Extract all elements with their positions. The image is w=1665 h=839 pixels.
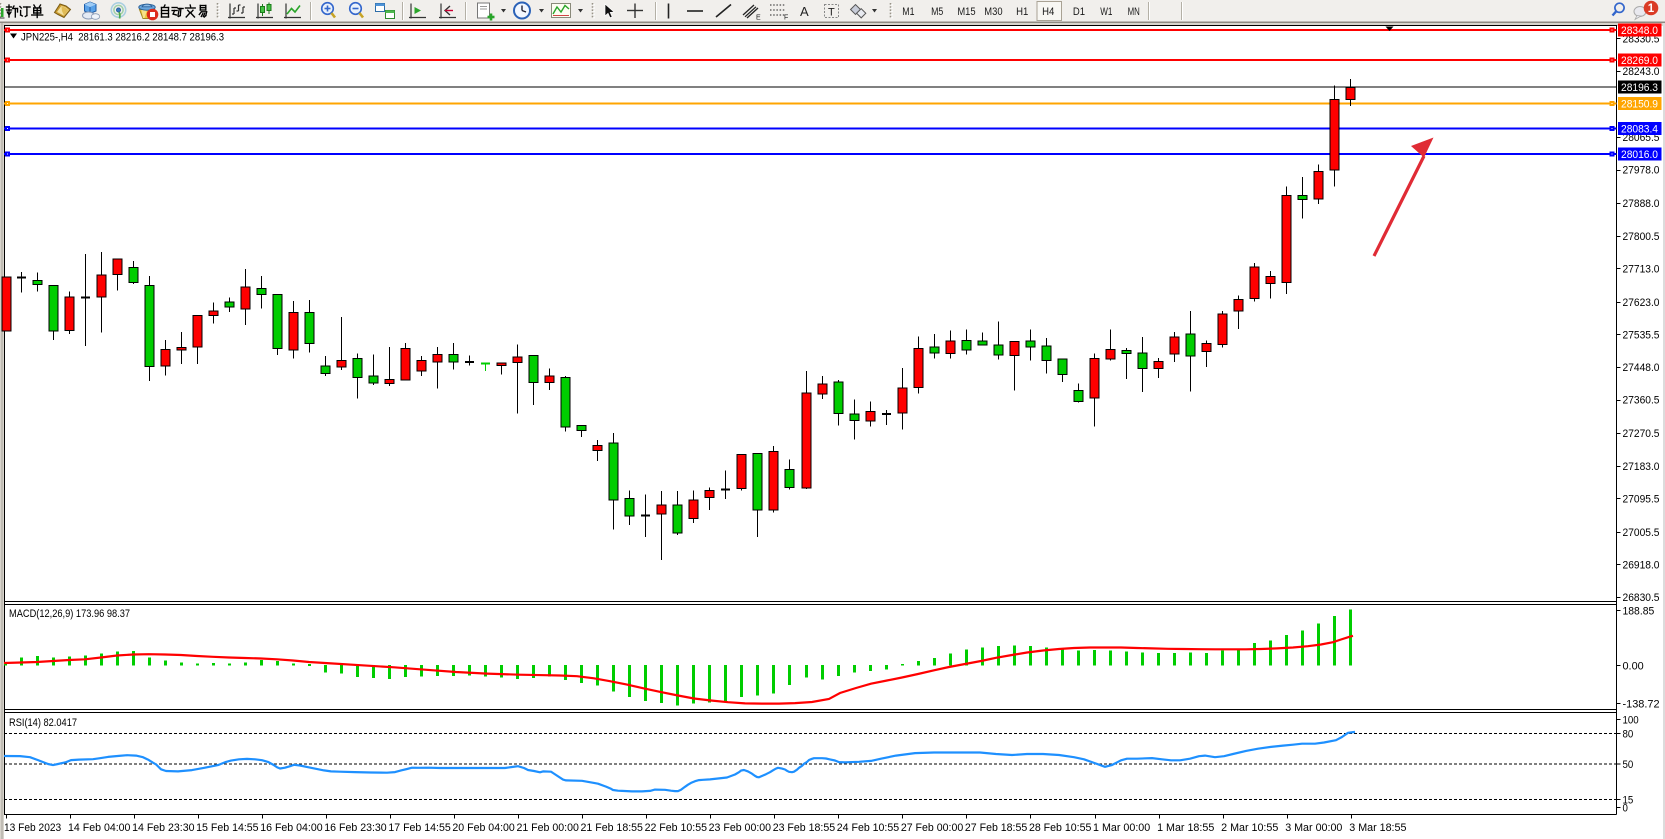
svg-text:27800.5: 27800.5 — [1623, 231, 1660, 243]
svg-text:27095.5: 27095.5 — [1623, 493, 1660, 505]
svg-text:24 Feb 10:55: 24 Feb 10:55 — [837, 822, 899, 834]
svg-text:27183.0: 27183.0 — [1623, 461, 1660, 473]
svg-text:27535.5: 27535.5 — [1623, 329, 1660, 341]
svg-text:16 Feb 04:00: 16 Feb 04:00 — [260, 822, 322, 834]
svg-text:15 Feb 14:55: 15 Feb 14:55 — [196, 822, 258, 834]
svg-text:A: A — [800, 4, 809, 19]
svg-text:22 Feb 10:55: 22 Feb 10:55 — [645, 822, 707, 834]
svg-text:28269.0: 28269.0 — [1621, 55, 1658, 67]
svg-text:MACD(12,26,9) 173.96 98.37: MACD(12,26,9) 173.96 98.37 — [9, 608, 130, 620]
svg-text:1: 1 — [1648, 3, 1655, 15]
svg-text:100: 100 — [1623, 715, 1639, 727]
svg-text:D1: D1 — [1073, 6, 1085, 18]
svg-text:23 Feb 18:55: 23 Feb 18:55 — [773, 822, 835, 834]
svg-text:16 Feb 23:30: 16 Feb 23:30 — [324, 822, 386, 834]
svg-text:27978.0: 27978.0 — [1623, 165, 1660, 177]
svg-text:0.00: 0.00 — [1623, 661, 1644, 673]
svg-text:27623.0: 27623.0 — [1623, 297, 1660, 309]
svg-text:3 Mar 18:55: 3 Mar 18:55 — [1349, 822, 1406, 834]
svg-text:2 Mar 10:55: 2 Mar 10:55 — [1221, 822, 1278, 834]
svg-text:80: 80 — [1623, 729, 1634, 741]
svg-text:1 Mar 00:00: 1 Mar 00:00 — [1093, 822, 1150, 834]
svg-text:28083.4: 28083.4 — [1621, 124, 1658, 136]
svg-text:26830.5: 26830.5 — [1623, 592, 1660, 604]
svg-text:MN: MN — [1128, 6, 1140, 18]
svg-text:W1: W1 — [1100, 6, 1112, 18]
svg-text:H1: H1 — [1016, 6, 1028, 18]
svg-text:21 Feb 18:55: 21 Feb 18:55 — [581, 822, 643, 834]
svg-text:28 Feb 10:55: 28 Feb 10:55 — [1029, 822, 1091, 834]
svg-text:H4: H4 — [1042, 6, 1054, 18]
svg-text:1 Mar 18:55: 1 Mar 18:55 — [1157, 822, 1214, 834]
svg-text:-138.72: -138.72 — [1623, 699, 1660, 711]
svg-text:188.85: 188.85 — [1623, 606, 1655, 618]
svg-text:27 Feb 18:55: 27 Feb 18:55 — [965, 822, 1027, 834]
svg-text:26918.0: 26918.0 — [1623, 559, 1660, 571]
svg-text:28150.9: 28150.9 — [1621, 99, 1658, 111]
svg-text:50: 50 — [1623, 759, 1634, 771]
svg-text:17 Feb 14:55: 17 Feb 14:55 — [388, 822, 450, 834]
svg-text:M30: M30 — [984, 6, 1002, 18]
svg-text:27888.0: 27888.0 — [1623, 198, 1660, 210]
svg-text:14 Feb 04:00: 14 Feb 04:00 — [68, 822, 130, 834]
svg-text:E: E — [756, 15, 761, 22]
svg-text:M1: M1 — [902, 6, 914, 18]
svg-text:27713.0: 27713.0 — [1623, 263, 1660, 275]
svg-text:27 Feb 00:00: 27 Feb 00:00 — [901, 822, 963, 834]
svg-text:28196.3: 28196.3 — [1621, 82, 1658, 94]
svg-text:28016.0: 28016.0 — [1621, 149, 1658, 161]
svg-text:27448.0: 27448.0 — [1623, 362, 1660, 374]
svg-text:JPN225-,H4 28161.3 28216.2 28: JPN225-,H4 28161.3 28216.2 28148.7 28196… — [21, 32, 224, 44]
svg-text:M5: M5 — [931, 6, 943, 18]
svg-text:F: F — [784, 15, 788, 22]
svg-text:RSI(14) 82.0417: RSI(14) 82.0417 — [9, 717, 77, 729]
svg-text:28348.0: 28348.0 — [1621, 25, 1658, 37]
svg-text:27270.5: 27270.5 — [1623, 428, 1660, 440]
svg-text:21 Feb 00:00: 21 Feb 00:00 — [516, 822, 578, 834]
svg-text:13 Feb 2023: 13 Feb 2023 — [4, 822, 61, 834]
svg-text:T: T — [828, 7, 835, 19]
svg-text:28243.0: 28243.0 — [1623, 66, 1660, 78]
svg-text:27360.5: 27360.5 — [1623, 395, 1660, 407]
svg-text:3 Mar 00:00: 3 Mar 00:00 — [1285, 822, 1342, 834]
svg-text:0: 0 — [1623, 803, 1628, 815]
svg-text:27005.5: 27005.5 — [1623, 527, 1660, 539]
svg-text:14 Feb 23:30: 14 Feb 23:30 — [132, 822, 194, 834]
svg-text:23 Feb 00:00: 23 Feb 00:00 — [709, 822, 771, 834]
svg-text:20 Feb 04:00: 20 Feb 04:00 — [452, 822, 514, 834]
svg-text:15: 15 — [1623, 795, 1634, 807]
svg-text:M15: M15 — [957, 6, 975, 18]
svg-text:28065.5: 28065.5 — [1623, 132, 1660, 144]
